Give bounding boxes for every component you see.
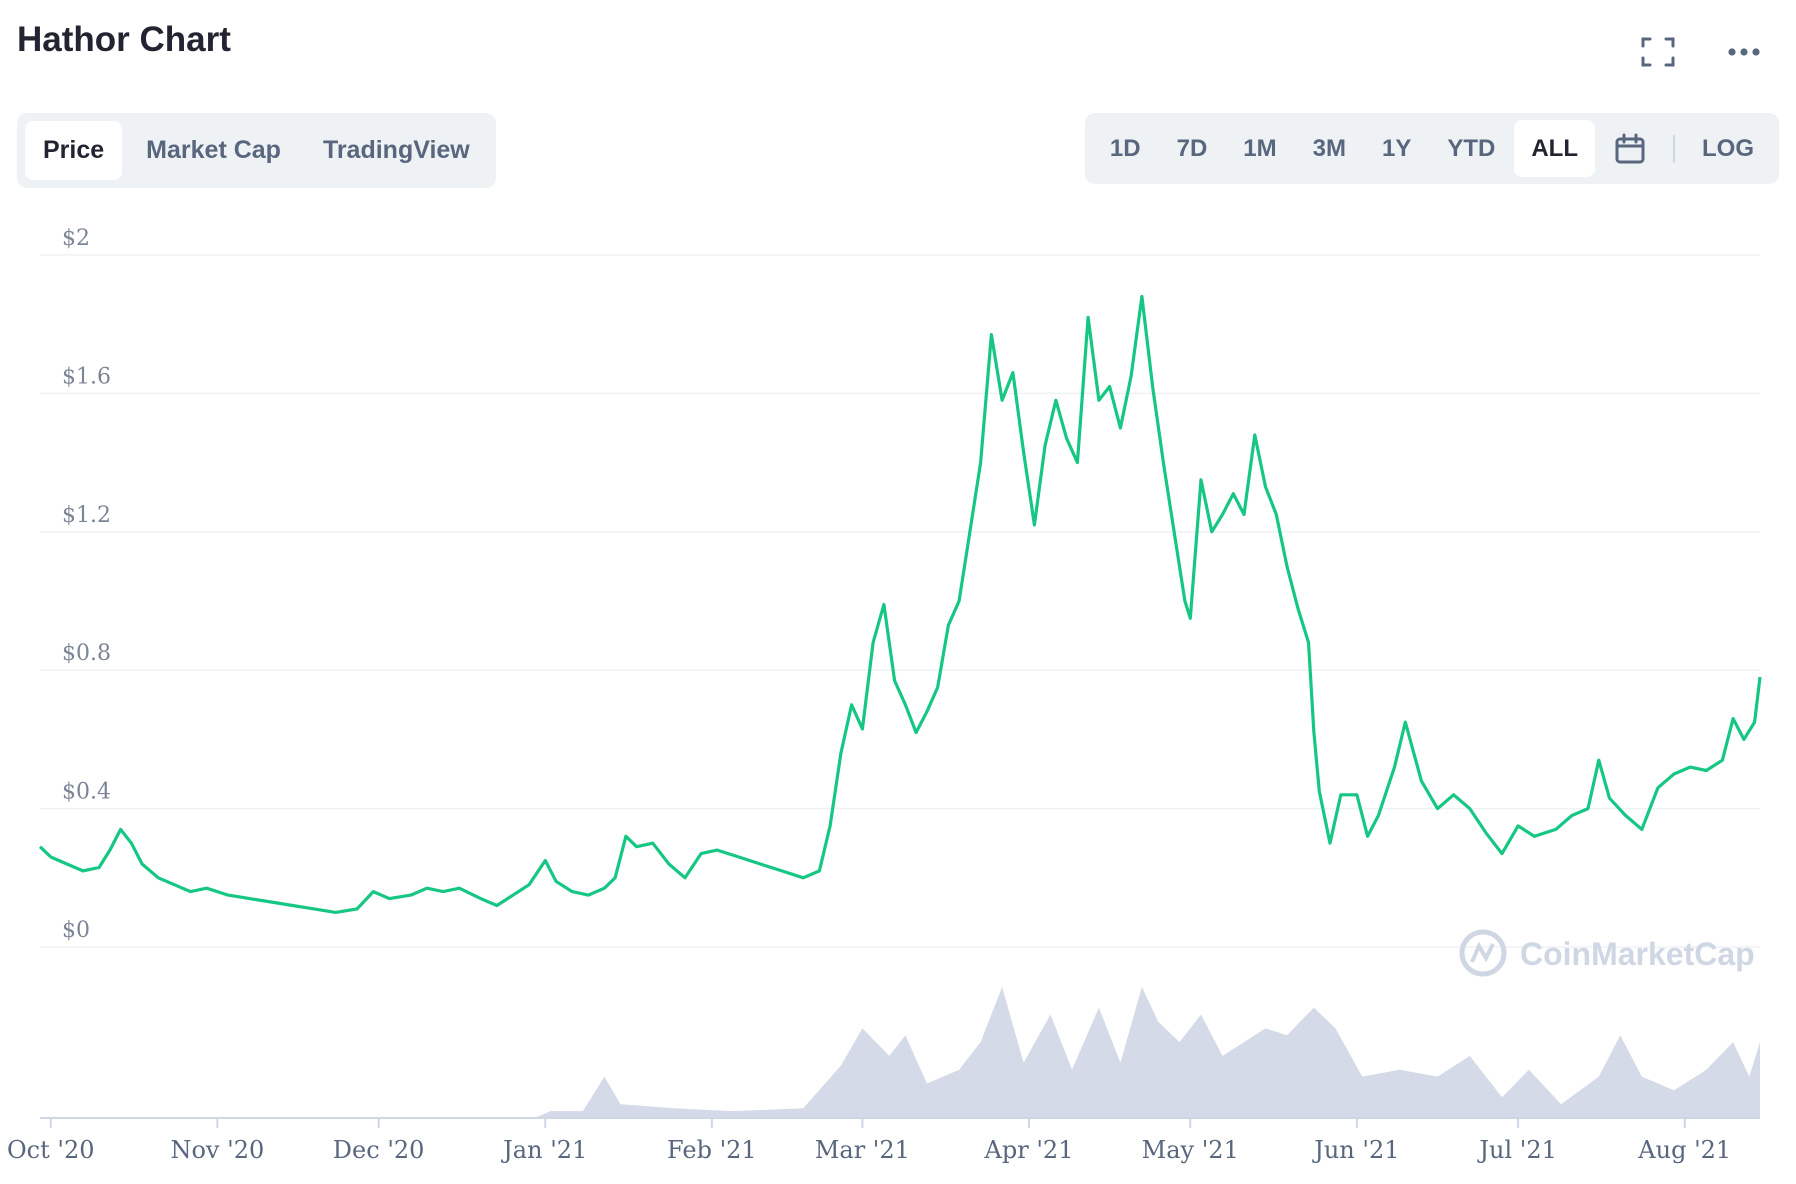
- x-tick-label: Feb '21: [667, 1136, 757, 1164]
- range-separator: [1673, 134, 1675, 163]
- y-tick-label: $0: [62, 918, 90, 943]
- header-actions: [1636, 32, 1766, 72]
- x-tick-label: Dec '20: [333, 1136, 425, 1164]
- y-tick-label: $1.6: [62, 364, 111, 389]
- range-1d-button[interactable]: 1D: [1109, 134, 1141, 162]
- x-tick-label: Mar '21: [815, 1136, 910, 1164]
- calendar-icon[interactable]: [1597, 120, 1663, 177]
- x-tick-label: Jun '21: [1311, 1136, 1399, 1164]
- x-tick-label: Nov '20: [170, 1136, 264, 1164]
- time-range-selector: 1D 7D 1M 3M 1Y YTD ALL LOG: [1084, 113, 1779, 184]
- price-line: [38, 294, 1762, 914]
- coinmarketcap-logo-mark: [1470, 941, 1495, 963]
- tab-market-cap[interactable]: Market Cap: [146, 136, 281, 164]
- volume-area: [40, 986, 1760, 1118]
- x-tick-label: May '21: [1142, 1136, 1239, 1164]
- x-tick-label: Jan '21: [500, 1136, 587, 1164]
- tab-price[interactable]: Price: [25, 121, 123, 180]
- range-all-button[interactable]: ALL: [1514, 120, 1595, 177]
- range-ytd-button[interactable]: YTD: [1447, 134, 1496, 162]
- more-icon[interactable]: [1722, 32, 1766, 72]
- x-tick-label: Jul '21: [1476, 1136, 1557, 1164]
- y-tick-label: $2: [62, 226, 90, 251]
- chart-title: Hathor Chart: [17, 20, 231, 59]
- coinmarketcap-watermark: CoinMarketCap: [1459, 929, 1755, 977]
- range-1m-button[interactable]: 1M: [1243, 134, 1277, 162]
- chart-type-tabs: Price Market Cap TradingView: [17, 113, 496, 188]
- range-1y-button[interactable]: 1Y: [1381, 134, 1412, 162]
- y-tick-label: $1.2: [62, 503, 111, 528]
- y-tick-label: $0.8: [62, 641, 111, 666]
- x-tick-label: Oct '20: [7, 1136, 95, 1164]
- range-7d-button[interactable]: 7D: [1176, 134, 1208, 162]
- range-3m-button[interactable]: 3M: [1312, 134, 1346, 162]
- x-tick-label: Apr '21: [984, 1136, 1074, 1164]
- fullscreen-icon[interactable]: [1636, 32, 1680, 72]
- y-tick-label: $0.4: [62, 780, 111, 805]
- coinmarketcap-logo-icon: [1459, 929, 1507, 977]
- log-scale-button[interactable]: LOG: [1702, 134, 1754, 162]
- tab-tradingview[interactable]: TradingView: [322, 136, 470, 164]
- x-tick-label: Aug '21: [1637, 1136, 1731, 1164]
- watermark-text: CoinMarketCap: [1520, 936, 1755, 972]
